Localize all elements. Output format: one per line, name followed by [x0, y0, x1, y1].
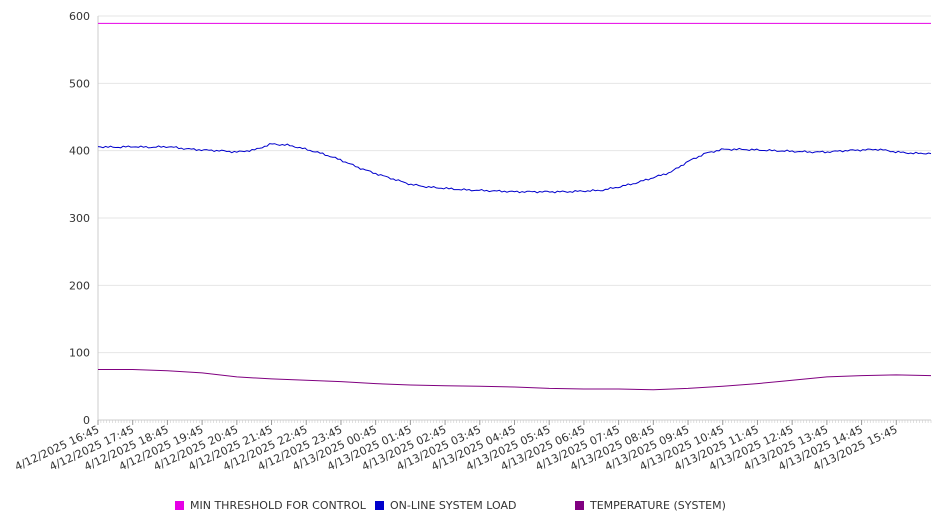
legend-label-temperature: TEMPERATURE (SYSTEM) [590, 499, 726, 512]
y-tick-label: 100 [69, 347, 90, 360]
y-tick-label: 500 [69, 77, 90, 90]
legend-swatch-online-system-load [375, 501, 384, 510]
series-line-online-system-load [97, 143, 932, 194]
y-tick-label: 200 [69, 279, 90, 292]
y-tick-label: 400 [69, 145, 90, 158]
legend-item-temperature: TEMPERATURE (SYSTEM) [575, 499, 726, 512]
legend-label-min-threshold: MIN THRESHOLD FOR CONTROL [190, 499, 366, 512]
chart-legend: MIN THRESHOLD FOR CONTROL ON-LINE SYSTEM… [175, 499, 935, 513]
legend-item-min-threshold: MIN THRESHOLD FOR CONTROL [175, 499, 366, 512]
legend-label-online-system-load: ON-LINE SYSTEM LOAD [390, 499, 517, 512]
series-line-temperature [98, 369, 932, 391]
y-tick-label: 300 [69, 212, 90, 225]
legend-swatch-min-threshold [175, 501, 184, 510]
gridlines [98, 15, 931, 421]
legend-swatch-temperature [575, 501, 584, 510]
x-axis-tick-labels: 4/12/2025 16:454/12/2025 17:454/12/2025 … [13, 423, 900, 473]
y-axis-tick-labels: 0 100 200 300 400 500 600 [69, 10, 90, 427]
axes [97, 16, 932, 425]
y-tick-label: 0 [83, 414, 90, 427]
y-tick-label: 600 [69, 10, 90, 23]
series-lines [97, 22, 932, 391]
legend-item-online-system-load: ON-LINE SYSTEM LOAD [375, 499, 516, 512]
